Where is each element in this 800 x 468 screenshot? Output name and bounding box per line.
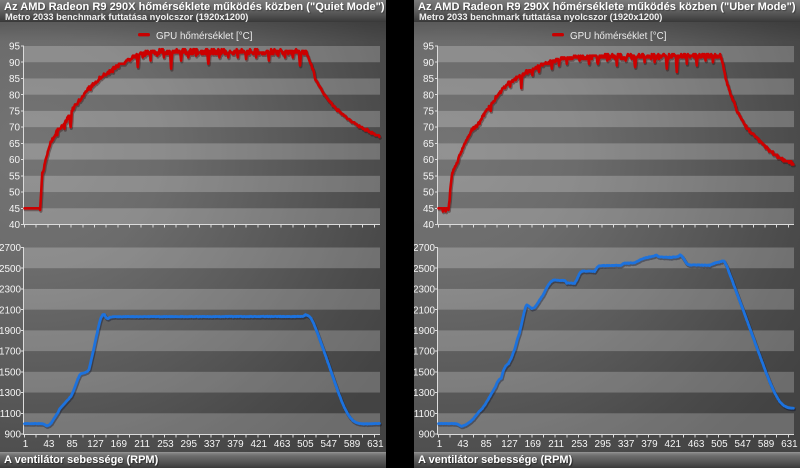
svg-text:65: 65 [423, 139, 434, 150]
svg-text:85: 85 [481, 439, 492, 450]
svg-text:505: 505 [711, 439, 728, 450]
svg-text:505: 505 [297, 439, 314, 450]
svg-text:1500: 1500 [0, 367, 22, 378]
svg-text:2500: 2500 [0, 264, 22, 275]
svg-text:421: 421 [251, 439, 268, 450]
svg-text:2100: 2100 [414, 305, 436, 316]
svg-text:337: 337 [618, 439, 634, 450]
svg-text:547: 547 [321, 439, 337, 450]
svg-text:85: 85 [9, 74, 20, 85]
svg-text:547: 547 [735, 439, 751, 450]
svg-text:463: 463 [688, 439, 705, 450]
svg-text:253: 253 [157, 439, 174, 450]
svg-text:50: 50 [423, 188, 434, 199]
svg-text:1700: 1700 [0, 347, 22, 358]
svg-text:295: 295 [181, 439, 198, 450]
svg-text:169: 169 [525, 439, 542, 450]
svg-text:1500: 1500 [414, 367, 436, 378]
svg-text:379: 379 [227, 439, 244, 450]
svg-text:80: 80 [9, 90, 20, 101]
svg-text:127: 127 [87, 439, 103, 450]
svg-text:295: 295 [595, 439, 612, 450]
svg-text:1900: 1900 [414, 326, 436, 337]
svg-text:337: 337 [204, 439, 220, 450]
svg-text:2300: 2300 [414, 285, 436, 296]
svg-text:589: 589 [758, 439, 775, 450]
svg-text:1: 1 [23, 439, 29, 450]
svg-text:463: 463 [274, 439, 291, 450]
svg-text:379: 379 [641, 439, 658, 450]
svg-text:169: 169 [111, 439, 128, 450]
svg-text:900: 900 [5, 430, 22, 441]
svg-text:1700: 1700 [414, 347, 436, 358]
svg-text:85: 85 [67, 439, 78, 450]
svg-text:631: 631 [781, 439, 798, 450]
svg-text:421: 421 [665, 439, 682, 450]
svg-text:45: 45 [423, 204, 434, 215]
svg-text:2700: 2700 [414, 243, 436, 254]
svg-text:95: 95 [423, 42, 434, 53]
svg-text:1900: 1900 [0, 326, 22, 337]
svg-text:211: 211 [548, 439, 564, 450]
svg-text:253: 253 [571, 439, 588, 450]
svg-text:85: 85 [423, 74, 434, 85]
svg-text:60: 60 [9, 155, 20, 166]
svg-text:43: 43 [43, 439, 54, 450]
svg-text:211: 211 [134, 439, 150, 450]
svg-text:90: 90 [9, 58, 20, 69]
svg-text:65: 65 [9, 139, 20, 150]
svg-text:GPU hőmérséklet [°C]: GPU hőmérséklet [°C] [570, 31, 667, 42]
svg-text:43: 43 [457, 439, 468, 450]
svg-text:631: 631 [367, 439, 384, 450]
svg-text:45: 45 [9, 204, 20, 215]
svg-text:127: 127 [501, 439, 517, 450]
svg-text:1100: 1100 [414, 409, 436, 420]
svg-text:1: 1 [437, 439, 443, 450]
svg-text:1100: 1100 [0, 409, 22, 420]
svg-text:80: 80 [423, 90, 434, 101]
svg-text:75: 75 [423, 107, 434, 118]
svg-text:2500: 2500 [414, 264, 436, 275]
svg-text:589: 589 [344, 439, 361, 450]
svg-text:75: 75 [9, 107, 20, 118]
svg-text:90: 90 [423, 58, 434, 69]
svg-text:50: 50 [9, 188, 20, 199]
svg-text:40: 40 [423, 220, 434, 231]
svg-text:1300: 1300 [0, 388, 22, 399]
svg-text:1300: 1300 [414, 388, 436, 399]
svg-text:55: 55 [9, 171, 20, 182]
svg-text:70: 70 [423, 123, 434, 134]
svg-text:60: 60 [423, 155, 434, 166]
svg-text:2100: 2100 [0, 305, 22, 316]
svg-text:GPU hőmérséklet [°C]: GPU hőmérséklet [°C] [156, 31, 253, 42]
svg-text:55: 55 [423, 171, 434, 182]
svg-text:95: 95 [9, 42, 20, 53]
svg-text:70: 70 [9, 123, 20, 134]
svg-text:900: 900 [419, 430, 436, 441]
svg-text:2300: 2300 [0, 285, 22, 296]
svg-text:40: 40 [9, 220, 20, 231]
svg-text:2700: 2700 [0, 243, 22, 254]
